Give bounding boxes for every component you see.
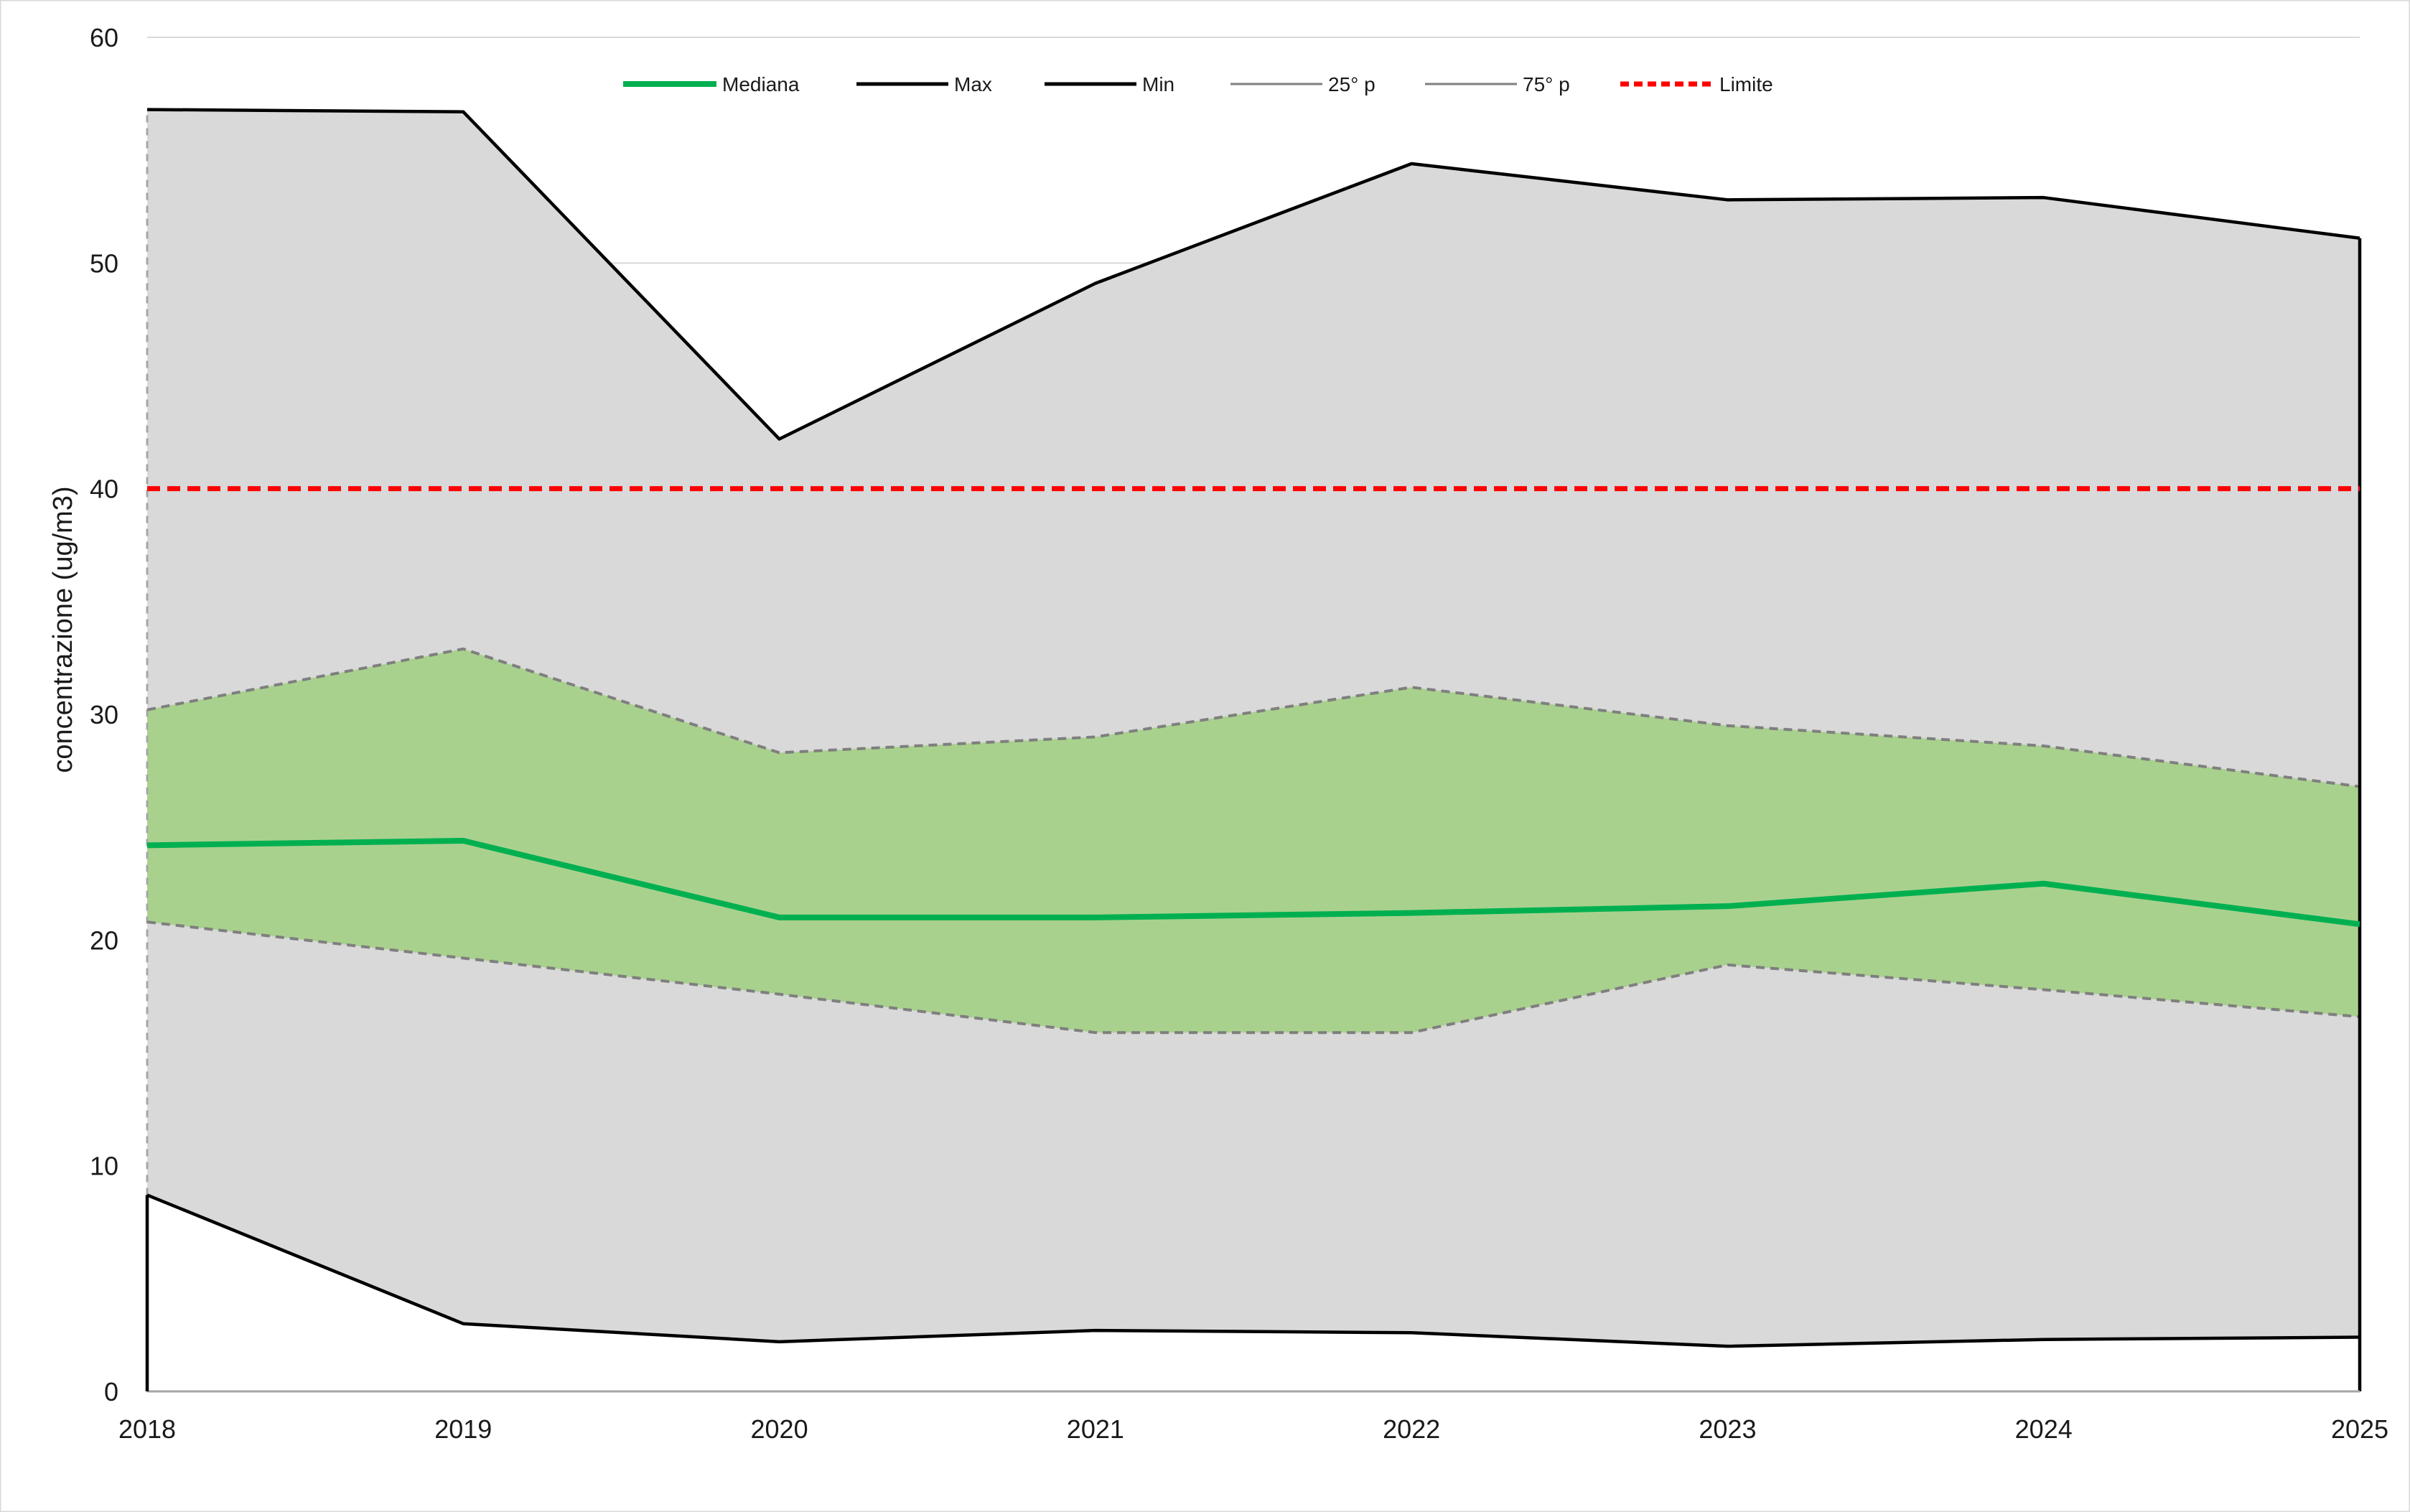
- legend: Mediana Max Min 25° p 75° p Limite: [623, 73, 1773, 95]
- series-line-max: [146, 108, 2360, 441]
- x-tick-label: 2019: [434, 1414, 492, 1444]
- legend-label: Max: [954, 73, 992, 95]
- legend-label: 75° p: [1523, 73, 1570, 95]
- y-tick-label: 60: [90, 23, 118, 52]
- x-tick-label: 2022: [1383, 1414, 1440, 1444]
- x-tick-label: 2025: [2331, 1414, 2388, 1444]
- tick-labels: 0 10 20 30 40 50 60 2018 2019 2020 2021 2022 2023 202…: [90, 23, 2388, 1444]
- y-tick-label: 10: [90, 1152, 118, 1181]
- p25-p75-band: [147, 648, 2360, 1033]
- axes: [145, 1195, 2360, 1393]
- x-tick-label: 2021: [1067, 1414, 1124, 1444]
- y-tick-label: 30: [90, 700, 118, 729]
- bands: [146, 109, 2360, 1347]
- series-line-p25: [146, 920, 2360, 1035]
- y-tick-label: 0: [104, 1377, 118, 1406]
- x-tick-label: 2023: [1699, 1414, 1756, 1444]
- x-tick-label: 2018: [118, 1414, 176, 1444]
- series-lines: [146, 108, 2362, 1391]
- legend-label: 25° p: [1328, 73, 1376, 95]
- y-tick-label: 50: [90, 248, 118, 278]
- legend-label: Min: [1142, 73, 1174, 95]
- x-tick-label: 2024: [2015, 1414, 2073, 1444]
- series-line-p75: [146, 647, 2360, 788]
- y-axis-title: concentrazione (ug/m3): [48, 486, 78, 773]
- x-tick-label: 2020: [751, 1414, 808, 1444]
- y-tick-label: 20: [90, 925, 118, 955]
- legend-label: Limite: [1719, 73, 1773, 95]
- y-tick-label: 40: [90, 475, 118, 504]
- series-line-min: [146, 1193, 2360, 1348]
- legend-label: Mediana: [722, 73, 800, 95]
- series-line-mediana: [146, 838, 2360, 928]
